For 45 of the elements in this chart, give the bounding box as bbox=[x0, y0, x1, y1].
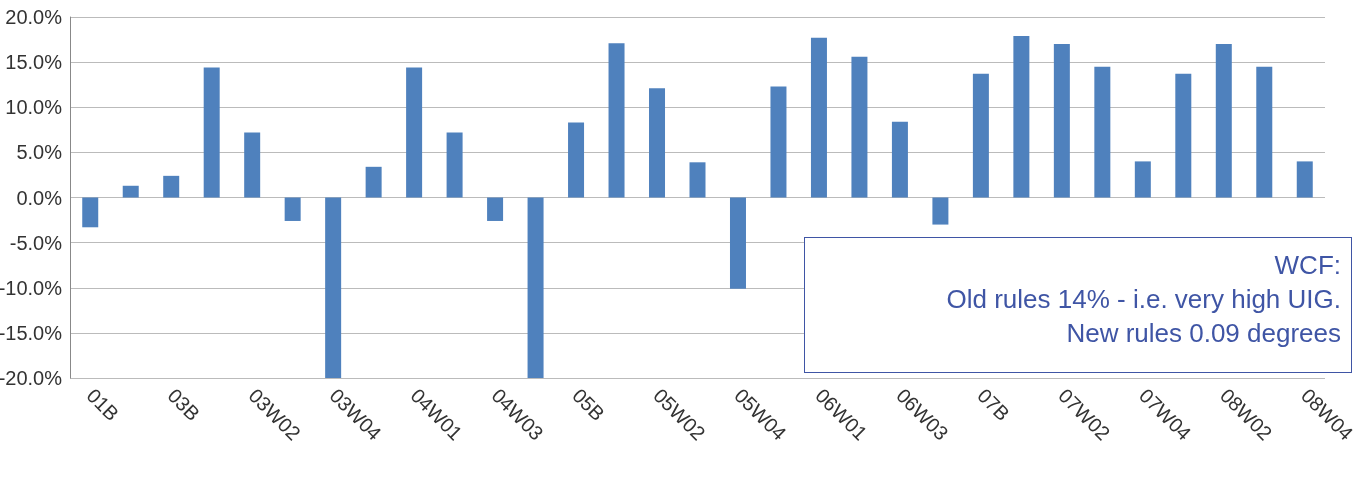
bar bbox=[406, 67, 423, 198]
bar bbox=[649, 88, 666, 198]
bar bbox=[1256, 66, 1273, 198]
bar bbox=[770, 86, 787, 198]
text-box: WCF: Old rules 14% - i.e. very high UIG. New rules 0.09 degrees bbox=[804, 237, 1352, 373]
bar bbox=[608, 43, 625, 198]
bar bbox=[891, 121, 908, 198]
bar bbox=[244, 132, 261, 198]
bar bbox=[689, 162, 706, 198]
bar bbox=[1013, 35, 1030, 198]
bar bbox=[810, 37, 827, 198]
x-tick-label: 01B bbox=[82, 384, 124, 425]
x-tick-label: 07B bbox=[973, 384, 1014, 425]
bar bbox=[972, 73, 989, 198]
y-tick-label: -5.0% bbox=[9, 231, 63, 254]
bar bbox=[203, 67, 220, 198]
bar bbox=[487, 197, 504, 221]
x-tick-label: 03B bbox=[163, 384, 205, 425]
bar bbox=[1296, 161, 1313, 198]
bar bbox=[1134, 161, 1151, 198]
y-tick-label: -15.0% bbox=[0, 321, 63, 344]
y-tick-label: 5.0% bbox=[16, 141, 63, 164]
y-tick-label: -10.0% bbox=[0, 276, 63, 299]
bar bbox=[568, 122, 585, 198]
bar bbox=[365, 166, 382, 198]
bar bbox=[851, 56, 868, 198]
bar bbox=[1053, 44, 1070, 198]
bar bbox=[163, 175, 180, 198]
bar bbox=[729, 197, 746, 289]
bar bbox=[1094, 66, 1111, 198]
bar bbox=[325, 197, 342, 378]
bar bbox=[1215, 44, 1232, 198]
bar bbox=[446, 132, 463, 198]
bar bbox=[284, 197, 301, 221]
y-tick-label: 0.0% bbox=[16, 186, 63, 209]
bar bbox=[527, 197, 544, 378]
y-tick-label: 15.0% bbox=[5, 51, 63, 74]
y-tick-label: -20.0% bbox=[0, 367, 63, 389]
bar bbox=[1175, 73, 1192, 198]
y-tick-label: 20.0% bbox=[5, 6, 63, 28]
x-tick-label: 05B bbox=[568, 384, 609, 425]
y-tick-label: 10.0% bbox=[5, 96, 63, 119]
bar bbox=[82, 197, 99, 228]
bar bbox=[932, 197, 949, 225]
bar bbox=[122, 185, 139, 198]
